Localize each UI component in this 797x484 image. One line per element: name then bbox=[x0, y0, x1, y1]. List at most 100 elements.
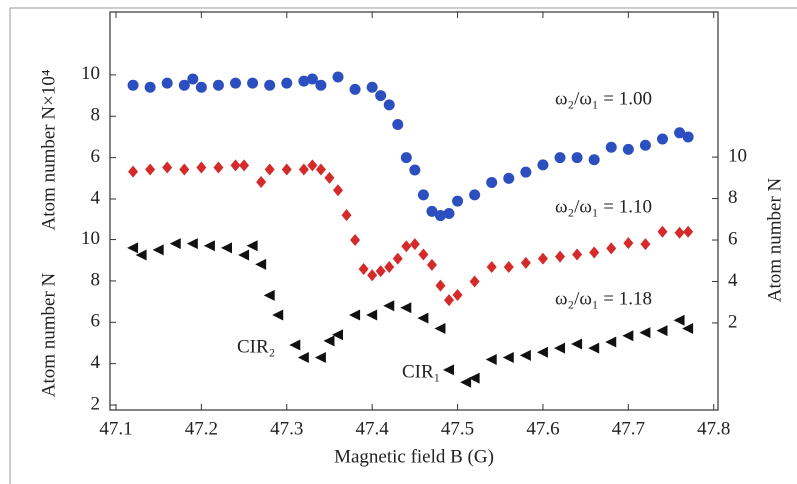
y-axis-label: Atom number N bbox=[38, 272, 59, 397]
data-point bbox=[349, 309, 361, 321]
data-point bbox=[555, 250, 566, 263]
data-point bbox=[426, 258, 437, 271]
y-tick-label: 2 bbox=[91, 393, 101, 414]
data-point bbox=[256, 175, 267, 188]
data-point bbox=[152, 244, 164, 256]
data-point bbox=[315, 163, 326, 176]
data-point bbox=[186, 238, 198, 250]
data-point bbox=[519, 349, 531, 361]
data-point bbox=[444, 294, 455, 307]
y2-tick-label: 8 bbox=[728, 187, 738, 208]
data-point bbox=[332, 329, 343, 341]
x-tick-label: 47.4 bbox=[356, 418, 390, 439]
annotation: ω₂/ω₁ = 1.10 bbox=[555, 196, 652, 217]
data-point bbox=[520, 166, 532, 178]
x-tick-label: 47.8 bbox=[697, 418, 730, 439]
data-point bbox=[623, 237, 634, 250]
data-point bbox=[401, 240, 412, 253]
data-point bbox=[622, 143, 634, 155]
data-point bbox=[332, 71, 344, 83]
data-point bbox=[350, 234, 361, 247]
data-point bbox=[358, 263, 369, 276]
annotation: ω₂/ω₁ = 1.18 bbox=[555, 288, 652, 309]
y-tick-label: 8 bbox=[91, 269, 101, 290]
data-point bbox=[187, 73, 199, 85]
data-point bbox=[468, 372, 480, 384]
data-point bbox=[443, 364, 455, 376]
data-point bbox=[502, 351, 514, 363]
data-point bbox=[230, 77, 242, 89]
data-point bbox=[605, 336, 617, 348]
x-tick-label: 47.7 bbox=[612, 418, 645, 439]
data-point bbox=[306, 73, 318, 85]
data-point bbox=[383, 300, 395, 312]
data-point bbox=[375, 265, 386, 278]
data-point bbox=[572, 248, 583, 261]
data-point bbox=[469, 189, 481, 201]
x-tick-label: 47.6 bbox=[526, 418, 559, 439]
data-point bbox=[128, 165, 139, 178]
data-point bbox=[196, 161, 207, 174]
data-point bbox=[349, 83, 361, 95]
y2-tick-label: 2 bbox=[728, 311, 738, 332]
data-point bbox=[289, 339, 301, 351]
data-point bbox=[520, 256, 531, 269]
data-point bbox=[426, 205, 438, 217]
data-point bbox=[324, 171, 335, 184]
data-point bbox=[144, 81, 156, 93]
data-point bbox=[281, 163, 292, 176]
data-point bbox=[606, 242, 617, 255]
data-point bbox=[537, 252, 548, 265]
data-point bbox=[127, 79, 139, 91]
data-point bbox=[400, 152, 412, 164]
data-point bbox=[469, 275, 480, 288]
data-point bbox=[366, 81, 378, 93]
data-point bbox=[384, 260, 395, 273]
data-point bbox=[417, 189, 429, 201]
x-tick-label: 47.2 bbox=[185, 418, 218, 439]
data-point bbox=[213, 161, 224, 174]
data-point bbox=[298, 75, 310, 87]
data-point bbox=[674, 127, 686, 139]
data-point bbox=[239, 159, 250, 172]
data-point bbox=[341, 209, 352, 222]
data-point bbox=[281, 77, 293, 89]
y3-tick-label: 8 bbox=[91, 105, 101, 126]
data-point bbox=[392, 119, 404, 131]
data-point bbox=[418, 248, 429, 261]
data-point bbox=[503, 260, 514, 273]
plot-frame bbox=[109, 11, 719, 411]
data-point bbox=[486, 260, 497, 273]
data-point bbox=[605, 141, 617, 153]
data-point bbox=[323, 335, 335, 347]
data-point bbox=[452, 195, 464, 207]
data-point bbox=[366, 309, 378, 321]
data-point bbox=[536, 346, 548, 358]
y3-tick-label: 4 bbox=[91, 187, 101, 208]
data-point bbox=[417, 312, 429, 324]
y-tick-label: 10 bbox=[81, 228, 100, 249]
data-point bbox=[682, 131, 694, 143]
data-point bbox=[169, 238, 181, 250]
data-point bbox=[486, 176, 498, 188]
data-point bbox=[135, 249, 147, 261]
y2-tick-label: 6 bbox=[728, 228, 738, 249]
data-point bbox=[127, 242, 139, 254]
y2-tick-label: 10 bbox=[728, 145, 747, 166]
data-point bbox=[485, 354, 497, 366]
data-point bbox=[588, 342, 600, 354]
y2-axis-label: Atom number N bbox=[764, 177, 785, 302]
data-point bbox=[639, 327, 651, 339]
data-point bbox=[588, 154, 600, 166]
data-point bbox=[255, 258, 267, 270]
data-point bbox=[622, 330, 634, 342]
data-point bbox=[554, 342, 566, 354]
data-point bbox=[503, 172, 515, 184]
annotation: CIR₁ bbox=[402, 361, 440, 382]
data-point bbox=[589, 246, 600, 259]
x-tick-label: 47.3 bbox=[270, 418, 303, 439]
data-point bbox=[554, 152, 566, 164]
y2-tick-label: 4 bbox=[728, 270, 738, 291]
y3-tick-label: 6 bbox=[91, 146, 101, 167]
